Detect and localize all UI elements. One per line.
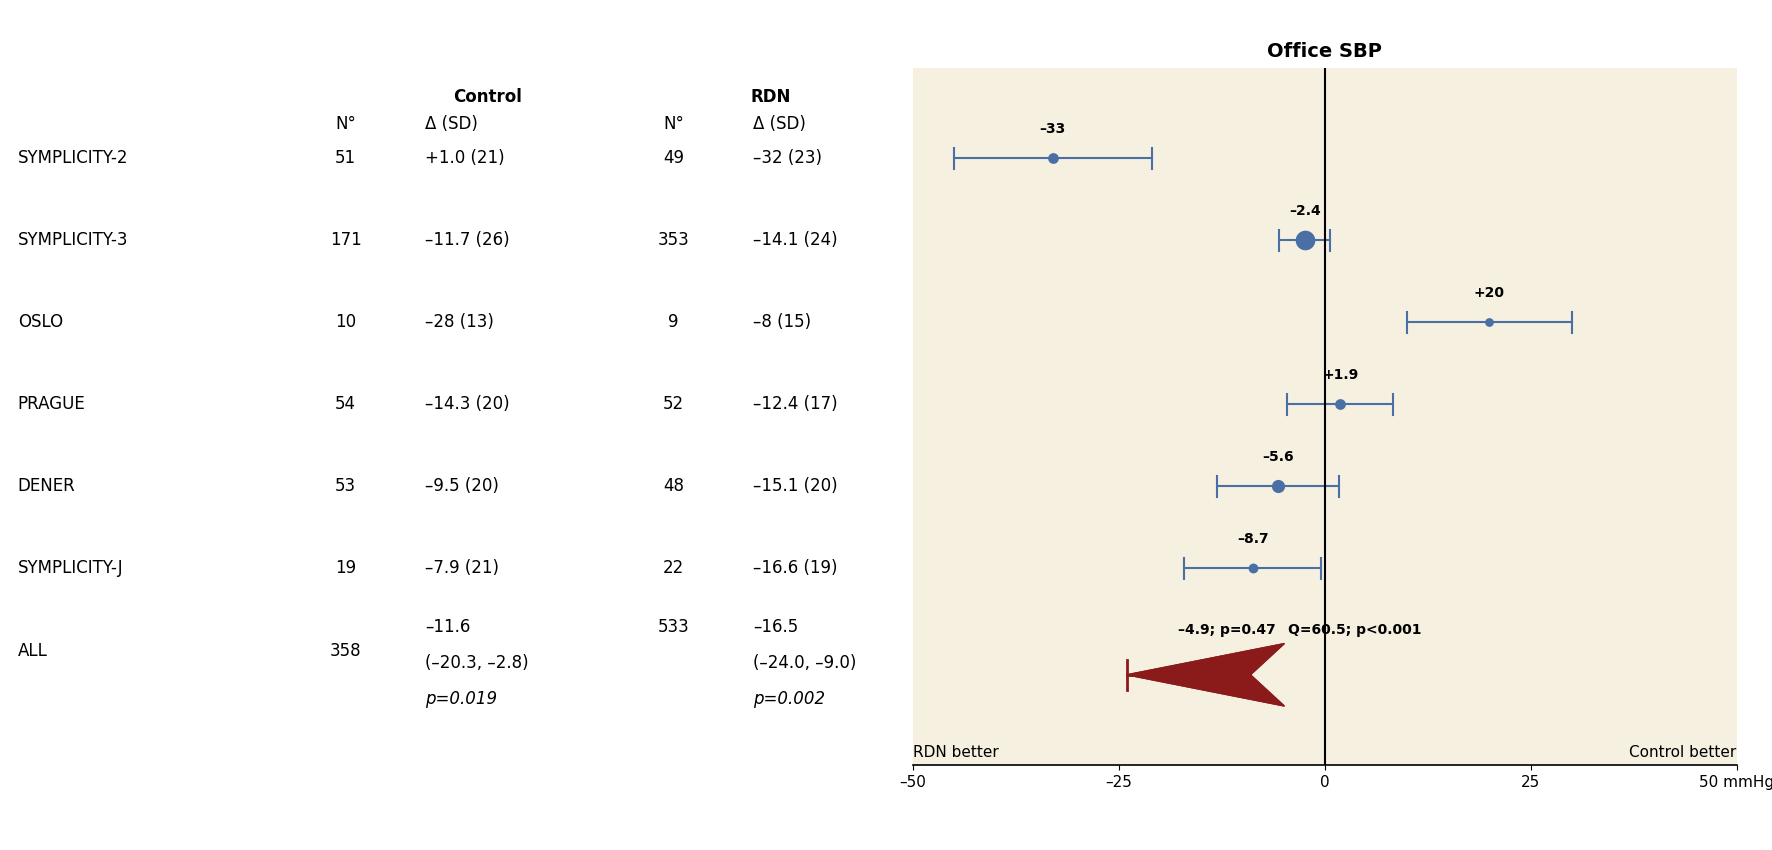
Text: 9: 9 [668,313,679,332]
Text: OSLO: OSLO [18,313,62,332]
Text: SYMPLICITY-3: SYMPLICITY-3 [18,231,128,249]
Text: RDN better: RDN better [913,745,998,760]
Text: 10: 10 [335,313,356,332]
Title: Office SBP: Office SBP [1267,42,1382,61]
Text: PRAGUE: PRAGUE [18,395,85,413]
Text: (–24.0, –9.0): (–24.0, –9.0) [753,654,856,672]
Point [1325,398,1354,411]
Text: –2.4: –2.4 [1288,204,1320,218]
Text: –33: –33 [1040,122,1065,136]
Text: –4.9; p=0.47: –4.9; p=0.47 [1178,623,1276,638]
Text: Δ (SD): Δ (SD) [753,115,806,133]
Text: N°: N° [663,115,684,133]
Text: 49: 49 [663,150,684,167]
Text: +1.0 (21): +1.0 (21) [425,150,505,167]
Point [1290,234,1318,247]
Text: –14.3 (20): –14.3 (20) [425,395,510,413]
Text: –11.7 (26): –11.7 (26) [425,231,510,249]
Text: Control: Control [454,88,521,105]
Text: –7.9 (21): –7.9 (21) [425,559,500,577]
Text: RDN: RDN [751,88,790,105]
Text: 53: 53 [335,477,356,496]
Text: 52: 52 [663,395,684,413]
Text: 19: 19 [335,559,356,577]
Text: 353: 353 [657,231,689,249]
Point [1239,561,1267,575]
Text: p=0.019: p=0.019 [425,689,498,707]
Text: 54: 54 [335,395,356,413]
Text: –12.4 (17): –12.4 (17) [753,395,838,413]
Text: p=0.002: p=0.002 [753,689,826,707]
Text: –32 (23): –32 (23) [753,150,822,167]
Text: SYMPLICITY-2: SYMPLICITY-2 [18,150,128,167]
Text: SYMPLICITY-J: SYMPLICITY-J [18,559,124,577]
Text: 171: 171 [330,231,361,249]
Text: Δ (SD): Δ (SD) [425,115,478,133]
Text: –9.5 (20): –9.5 (20) [425,477,500,496]
Text: –8 (15): –8 (15) [753,313,812,332]
Text: +1.9: +1.9 [1322,368,1359,382]
Text: –5.6: –5.6 [1263,450,1294,464]
Point [1038,151,1067,165]
Text: Q=60.5; p<0.001: Q=60.5; p<0.001 [1288,623,1421,638]
Text: +20: +20 [1474,286,1504,300]
Polygon shape [1127,643,1285,706]
Text: –8.7: –8.7 [1237,532,1269,546]
Text: 22: 22 [663,559,684,577]
Text: DENER: DENER [18,477,76,496]
Text: –28 (13): –28 (13) [425,313,494,332]
Text: –14.1 (24): –14.1 (24) [753,231,838,249]
Text: –16.6 (19): –16.6 (19) [753,559,838,577]
Point [1263,479,1292,493]
Text: ALL: ALL [18,642,48,660]
Text: 533: 533 [657,618,689,636]
Text: –11.6: –11.6 [425,618,471,636]
Text: N°: N° [335,115,356,133]
Text: (–20.3, –2.8): (–20.3, –2.8) [425,654,528,672]
Text: 48: 48 [663,477,684,496]
Text: 358: 358 [330,642,361,660]
Text: –16.5: –16.5 [753,618,799,636]
Text: –15.1 (20): –15.1 (20) [753,477,838,496]
Text: 51: 51 [335,150,356,167]
Point [1474,315,1503,329]
Text: Control better: Control better [1628,745,1737,760]
